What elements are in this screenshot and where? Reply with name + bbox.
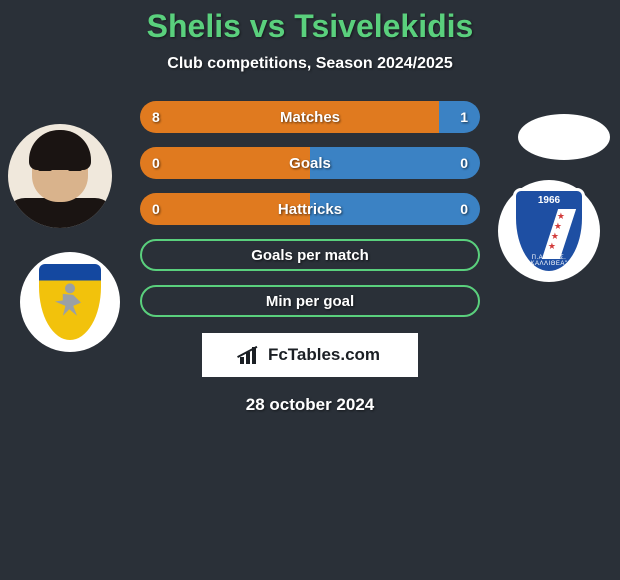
stat-value-left: 0 (152, 155, 160, 171)
stat-rows: 8 1 Matches 0 0 Goals 0 0 Hattricks Goals per mat… (140, 101, 480, 317)
stat-value-left: 8 (152, 109, 160, 125)
stat-label: Goals per match (251, 247, 369, 264)
stat-label: Hattricks (278, 201, 342, 218)
stat-row: Goals per match (140, 239, 480, 271)
club-badge-right: 1966 ★ ★ ★ ★ Π.Α.Ε "Γ.Σ. ΚΑΛΛΙΘΕΑ" (498, 180, 600, 282)
stat-value-right: 1 (460, 109, 468, 125)
fill-right (310, 147, 480, 179)
stat-row: 0 0 Hattricks (140, 193, 480, 225)
shield-icon: 1966 ★ ★ ★ ★ Π.Α.Ε "Γ.Σ. ΚΑΛΛΙΘΕΑ" (513, 188, 585, 274)
subtitle: Club competitions, Season 2024/2025 (167, 55, 452, 73)
player-avatar-left (8, 124, 112, 228)
stat-label: Min per goal (266, 293, 354, 310)
brand-label: FcTables.com (268, 345, 380, 365)
stat-row: 0 0 Goals (140, 147, 480, 179)
stat-value-right: 0 (460, 201, 468, 217)
club-badge-left (20, 252, 120, 352)
bar-chart-icon (240, 346, 262, 364)
stat-row: 8 1 Matches (140, 101, 480, 133)
stat-label: Goals (289, 155, 331, 172)
fill-left (140, 147, 310, 179)
stat-label: Matches (280, 109, 340, 126)
date-label: 28 october 2024 (246, 395, 375, 415)
stat-value-right: 0 (460, 155, 468, 171)
club-year: 1966 (516, 195, 582, 206)
player-avatar-right (518, 114, 610, 160)
stat-row: Min per goal (140, 285, 480, 317)
club-text: Π.Α.Ε "Γ.Σ. ΚΑΛΛΙΘΕΑ" (516, 255, 582, 267)
brand-box: FcTables.com (202, 333, 418, 377)
stat-value-left: 0 (152, 201, 160, 217)
shield-icon (39, 264, 101, 340)
page-title: Shelis vs Tsivelekidis (147, 8, 474, 45)
